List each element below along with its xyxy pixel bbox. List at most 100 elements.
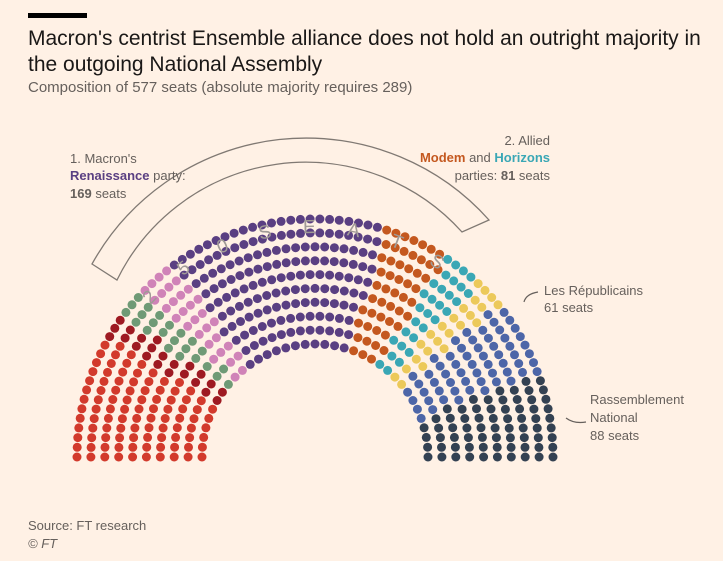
seat — [448, 423, 458, 433]
seat — [425, 260, 435, 269]
seat — [424, 369, 434, 379]
seat — [226, 357, 236, 367]
seat — [534, 452, 544, 462]
seat — [234, 256, 244, 266]
seat — [193, 294, 203, 304]
seat — [126, 350, 136, 360]
seat — [108, 395, 118, 404]
seat — [472, 404, 481, 414]
seat — [439, 395, 449, 405]
seat — [237, 365, 247, 375]
seat — [502, 367, 512, 377]
seat — [290, 341, 300, 351]
seat — [372, 222, 382, 232]
seat — [376, 312, 386, 322]
seat — [472, 318, 482, 328]
modem-name: Modem — [420, 150, 466, 165]
seat — [194, 329, 204, 339]
seat — [276, 315, 286, 325]
seat — [429, 377, 439, 387]
seat — [189, 414, 199, 424]
seat — [178, 307, 188, 316]
seat — [202, 323, 212, 333]
seat — [276, 216, 286, 226]
seat — [386, 256, 396, 266]
seat — [441, 369, 451, 379]
seat — [434, 423, 444, 433]
seat — [385, 271, 395, 281]
seat — [505, 433, 515, 443]
seat — [142, 442, 152, 452]
seat — [243, 297, 253, 307]
seat — [512, 395, 522, 404]
seat — [529, 404, 539, 414]
seat — [315, 228, 325, 238]
seat — [175, 413, 185, 423]
seat — [334, 215, 344, 225]
seat — [175, 351, 185, 361]
seat — [445, 351, 455, 361]
seat — [187, 265, 197, 275]
seat — [483, 359, 493, 369]
seat — [344, 330, 354, 340]
seat — [159, 376, 169, 386]
seat — [186, 386, 196, 396]
seat — [267, 333, 277, 343]
seat — [131, 341, 141, 351]
seat — [125, 386, 135, 396]
seat — [353, 333, 363, 343]
seat — [241, 346, 251, 355]
seat — [185, 249, 195, 259]
seat — [416, 413, 426, 423]
seat — [152, 335, 162, 345]
seat — [93, 395, 103, 405]
seat — [515, 404, 525, 414]
seat — [257, 220, 267, 230]
seat — [358, 291, 368, 300]
seat — [419, 289, 429, 299]
seat — [202, 362, 212, 371]
seat — [367, 308, 377, 318]
seat — [499, 307, 509, 317]
seat — [281, 300, 291, 310]
seat — [170, 442, 180, 452]
seat — [334, 271, 344, 281]
seat — [506, 376, 516, 386]
seat — [545, 413, 555, 423]
seat — [441, 270, 451, 280]
seat — [433, 265, 443, 275]
seat — [185, 433, 195, 443]
seat — [489, 317, 499, 327]
seat — [147, 343, 157, 353]
seat — [478, 442, 488, 452]
seat — [520, 442, 530, 452]
seat — [86, 442, 96, 452]
seat — [452, 297, 462, 307]
seat — [483, 395, 493, 405]
seat — [387, 351, 397, 361]
seat — [235, 271, 245, 281]
seat — [163, 404, 173, 414]
seat — [457, 404, 467, 414]
seat — [102, 423, 112, 433]
seat — [137, 333, 147, 343]
seat — [476, 377, 486, 387]
seat — [310, 283, 320, 293]
seat — [393, 321, 403, 331]
seat — [248, 326, 258, 335]
seat — [110, 323, 120, 333]
seat — [144, 377, 154, 387]
seat — [382, 225, 392, 235]
chart-title: Macron's centrist Ensemble alliance does… — [28, 27, 701, 76]
seat — [129, 377, 139, 387]
bracket-label-letter: A — [346, 219, 362, 242]
seat — [114, 442, 124, 452]
seat — [412, 404, 422, 414]
seat — [339, 300, 349, 310]
seat — [408, 371, 418, 381]
seat — [239, 240, 249, 249]
seat — [310, 242, 320, 252]
seat — [349, 346, 359, 356]
seat — [86, 452, 96, 462]
seat — [72, 452, 82, 462]
